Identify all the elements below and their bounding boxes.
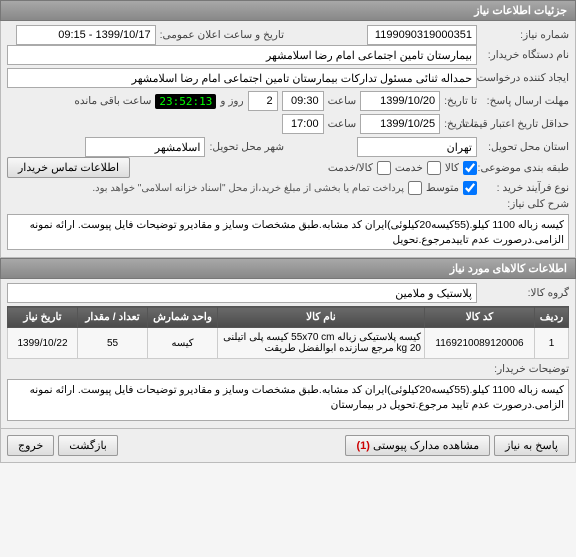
deadline-date-input[interactable] [360,91,440,111]
back-button[interactable]: بازگشت [58,435,118,456]
creator-input[interactable] [7,68,477,88]
group-input[interactable] [7,283,477,303]
panel2-header: اطلاعات کالاهای مورد نیاز [0,258,576,279]
table-row[interactable]: 1 1169210089120006 کیسه پلاستیکی زباله 5… [8,328,569,359]
contact-buyer-button[interactable]: اطلاعات تماس خریدار [7,157,130,178]
th-code: کد کالا [425,307,535,328]
th-index: ردیف [535,307,569,328]
process-mid-checkbox[interactable] [463,181,477,195]
panel1-title: جزئیات اطلاعات نیاز [474,5,567,17]
desc-label: شرح کلی نیاز: [481,198,569,210]
min-validity-time-label: ساعت [328,118,357,130]
number-label: شماره نیاز: [481,29,569,41]
process-note-text: پرداخت تمام یا بخشی از مبلغ خرید،از محل … [92,183,404,194]
group-label: گروه کالا: [481,287,569,299]
items-table: ردیف کد کالا نام کالا واحد شمارش تعداد /… [7,306,569,359]
device-input[interactable] [7,45,477,65]
delivery-town-label: شهر محل تحویل: [209,141,284,153]
th-name: نام کالا [218,307,425,328]
panel1-header: جزئیات اطلاعات نیاز [0,0,576,21]
th-date: تاریخ نیاز [8,307,78,328]
th-qty: تعداد / مقدار [78,307,148,328]
deadline-time-label: ساعت [328,95,357,107]
countdown-timer: 23:52:13 [155,94,216,109]
delivery-city-input[interactable] [357,137,477,157]
th-unit: واحد شمارش [148,307,218,328]
exit-button[interactable]: خروج [7,435,54,456]
page-container: جزئیات اطلاعات نیاز شماره نیاز: تاریخ و … [0,0,576,463]
buyer-desc-label: توضیحات خریدار: [481,363,569,375]
process-label: نوع فرآیند خرید : [481,182,569,194]
buyer-desc-textarea[interactable] [7,379,569,421]
cell-date: 1399/10/22 [8,328,78,359]
panel1-body: شماره نیاز: تاریخ و ساعت اعلان عمومی: نا… [0,21,576,258]
countdown-days [248,91,278,111]
process-note-checkbox[interactable] [408,181,422,195]
countdown-days-label: روز و [220,95,243,107]
min-validity-date-label: تا تاریخ: [444,118,477,130]
attachments-button[interactable]: مشاهده مدارک پیوستی (1) [345,435,490,456]
deadline-date-label: تا تاریخ: [444,95,477,107]
budget-both-checkbox[interactable] [377,161,391,175]
budget-service-checkbox[interactable] [427,161,441,175]
budget-goods-label: کالا [445,162,459,174]
min-validity-date-input[interactable] [360,114,440,134]
device-label: نام دستگاه خریدار: [481,49,569,61]
footer-buttons: پاسخ به نیاز مشاهده مدارک پیوستی (1) باز… [0,429,576,463]
panel2-body: گروه کالا: ردیف کد کالا نام کالا واحد شم… [0,279,576,429]
budget-service-label: خدمت [395,162,423,174]
countdown-suffix: ساعت باقی مانده [74,95,151,107]
delivery-town-input[interactable] [85,137,205,157]
min-validity-label: حداقل تاریخ اعتبار قیمت: [481,118,569,130]
deadline-label: مهلت ارسال پاسخ: [481,95,569,107]
budget-both-label: کالا/خدمت [328,162,373,174]
table-header-row: ردیف کد کالا نام کالا واحد شمارش تعداد /… [8,307,569,328]
attachments-count: (1) [356,440,369,452]
announce-label: تاریخ و ساعت اعلان عمومی: [160,29,284,41]
desc-textarea[interactable] [7,214,569,250]
cell-name: کیسه پلاستیکی زباله 55x70 cm کیسه پلی ات… [218,328,425,359]
panel2-title: اطلاعات کالاهای مورد نیاز [450,263,567,275]
budget-label: طبقه بندی موضوعی: [481,162,569,174]
min-validity-time-input[interactable] [282,114,324,134]
announce-input[interactable] [16,25,156,45]
cell-index: 1 [535,328,569,359]
creator-label: ایجاد کننده درخواست: [481,72,569,84]
attachments-label: مشاهده مدارک پیوستی [373,440,479,452]
number-input[interactable] [367,25,477,45]
deadline-time-input[interactable] [282,91,324,111]
cell-unit: کیسه [148,328,218,359]
process-mid-label: متوسط [426,182,459,194]
cell-qty: 55 [78,328,148,359]
delivery-city-label: استان محل تحویل: [481,141,569,153]
cell-code: 1169210089120006 [425,328,535,359]
budget-goods-checkbox[interactable] [463,161,477,175]
reply-button[interactable]: پاسخ به نیاز [494,435,569,456]
